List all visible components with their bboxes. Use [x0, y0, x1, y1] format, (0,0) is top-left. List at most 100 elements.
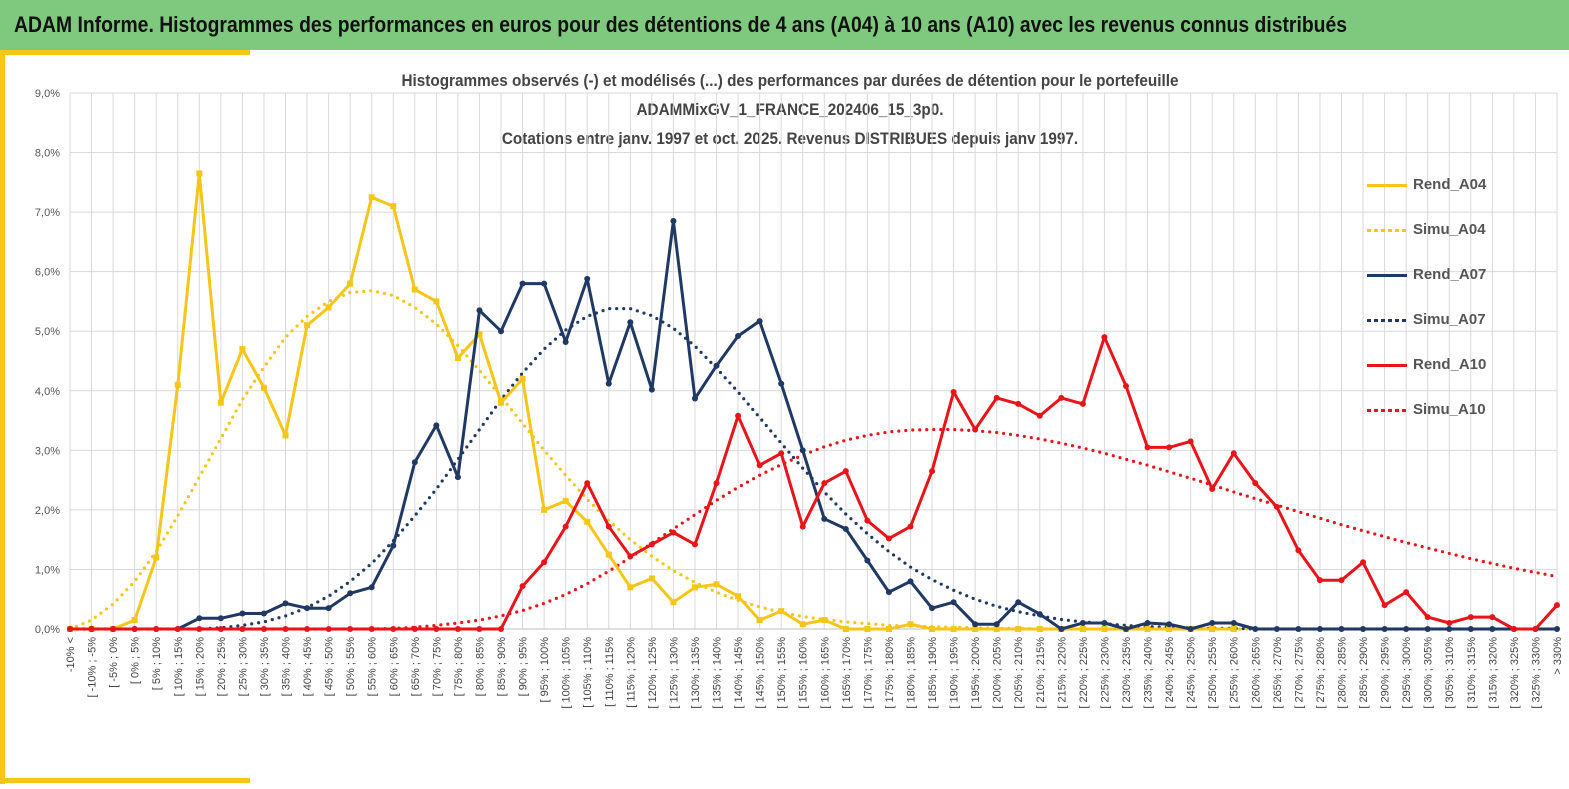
data-point-rend-a07: [605, 380, 612, 387]
data-point-rend-a10: [1360, 559, 1367, 566]
x-tick-label: [ 235% ; 240%: [1143, 637, 1155, 709]
x-tick-label: [ 20% ; 25%: [216, 637, 228, 697]
data-point-rend-a07: [1338, 626, 1345, 632]
data-point-rend-a10: [993, 394, 1000, 401]
x-tick-label: [ 200% ; 205%: [992, 637, 1004, 709]
data-point-rend-a07: [929, 605, 936, 612]
data-point-rend-a04: [454, 355, 461, 362]
x-tick-label: [ 15% ; 20%: [194, 637, 206, 697]
series-line-rend-a07: [70, 219, 1557, 631]
legend-swatch-rend-a10: [1367, 364, 1407, 367]
data-point-rend-a07: [196, 615, 203, 622]
data-point-rend-a10: [907, 523, 914, 530]
data-point-rend-a10: [325, 626, 332, 632]
data-point-rend-a04: [239, 346, 246, 353]
data-point-rend-a10: [454, 626, 461, 632]
data-point-rend-a10: [1381, 602, 1388, 609]
data-point-rend-a04: [1015, 626, 1022, 632]
data-point-rend-a10: [1467, 614, 1474, 621]
legend-swatch-rend-a04: [1367, 184, 1407, 187]
x-tick-label: [ 180% ; 185%: [905, 637, 917, 709]
legend-label: Rend_A10: [1413, 356, 1487, 373]
data-point-rend-a10: [1554, 602, 1560, 609]
data-point-rend-a10: [1144, 444, 1151, 451]
data-point-rend-a07: [778, 380, 785, 387]
x-tick-label: [ 170% ; 175%: [862, 637, 874, 709]
x-tick-label: [ 45% ; 50%: [324, 637, 336, 697]
x-tick-label: [ 70% ; 75%: [431, 637, 443, 697]
data-point-rend-a04: [1230, 626, 1237, 632]
x-tick-label: [ 35% ; 40%: [281, 637, 293, 697]
legend-item-rend-a04: Rend_A04: [1355, 170, 1525, 215]
data-point-rend-a04: [929, 626, 936, 632]
chart-title-line-1: Histogrammes observés (-) et modélisés (…: [401, 71, 1179, 90]
x-tick-label: [ 225% ; 230%: [1099, 637, 1111, 709]
x-tick-label: [ 290% ; 295%: [1380, 637, 1392, 709]
data-point-rend-a07: [1209, 620, 1216, 627]
data-point-rend-a07: [411, 459, 418, 466]
chart-title-line-3: Cotations entre janv. 1997 et oct. 2025.…: [501, 129, 1079, 148]
x-tick-label: [ 320% ; 325%: [1509, 637, 1521, 709]
data-point-rend-a10: [433, 626, 440, 632]
data-point-rend-a04: [476, 331, 483, 338]
x-tick-label: [ 145% ; 150%: [755, 637, 767, 709]
data-point-rend-a10: [476, 626, 483, 632]
data-point-rend-a04: [498, 399, 505, 406]
x-tick-label: [ 160% ; 165%: [819, 637, 831, 709]
data-point-rend-a04: [433, 298, 440, 305]
legend-label: Simu_A10: [1413, 401, 1486, 418]
data-point-rend-a07: [691, 395, 698, 402]
x-tick-label: [ 210% ; 215%: [1035, 637, 1047, 709]
data-point-rend-a04: [993, 626, 1000, 632]
x-tick-label: [ 280% ; 285%: [1336, 637, 1348, 709]
data-point-rend-a07: [670, 218, 677, 225]
legend-swatch-simu-a10: [1367, 409, 1407, 412]
data-point-rend-a07: [541, 280, 548, 287]
accent-bar-left: [0, 50, 5, 784]
x-tick-label: [ 175% ; 180%: [884, 637, 896, 709]
data-point-rend-a10: [648, 541, 655, 548]
data-point-rend-a10: [174, 626, 181, 632]
data-point-rend-a10: [584, 480, 591, 487]
data-point-rend-a07: [627, 319, 634, 326]
x-tick-label: [ 150% ; 155%: [776, 637, 788, 709]
data-point-rend-a04: [799, 621, 806, 628]
x-tick-label: [ -5% ; 0%: [108, 637, 120, 688]
data-point-rend-a04: [821, 617, 828, 624]
data-point-rend-a07: [1166, 621, 1173, 628]
data-point-rend-a07: [1230, 620, 1237, 627]
data-point-rend-a07: [1101, 620, 1108, 627]
data-point-rend-a07: [519, 280, 526, 287]
data-point-rend-a07: [1144, 620, 1151, 627]
data-point-rend-a10: [519, 583, 526, 590]
accent-bar-top: [0, 50, 250, 55]
data-point-rend-a10: [541, 559, 548, 566]
x-tick-label: [ 130% ; 135%: [690, 637, 702, 709]
data-point-rend-a07: [1403, 626, 1410, 632]
data-point-rend-a10: [713, 480, 720, 487]
data-point-rend-a07: [1554, 626, 1560, 632]
legend-item-simu-a10: Simu_A10: [1355, 395, 1525, 440]
data-point-rend-a04: [1166, 626, 1173, 632]
y-tick-label: 4,0%: [35, 386, 60, 398]
data-point-rend-a07: [864, 557, 871, 564]
data-point-rend-a07: [390, 542, 397, 549]
data-point-rend-a07: [282, 600, 289, 607]
data-point-rend-a10: [1209, 486, 1216, 493]
x-tick-label: [ 230% ; 235%: [1121, 637, 1133, 709]
x-tick-label: [ 215% ; 220%: [1056, 637, 1068, 709]
x-tick-label: [ 190% ; 195%: [949, 637, 961, 709]
data-point-rend-a10: [929, 468, 936, 475]
data-point-rend-a04: [691, 584, 698, 591]
x-tick-label: [ 240% ; 245%: [1164, 637, 1176, 709]
data-point-rend-a04: [584, 518, 591, 525]
data-point-rend-a07: [1446, 626, 1453, 632]
chart-title: Histogrammes observés (-) et modélisés (…: [300, 66, 1280, 153]
data-point-rend-a04: [217, 399, 224, 406]
data-point-rend-a10: [1446, 620, 1453, 627]
data-point-rend-a04: [260, 384, 267, 391]
data-point-rend-a10: [88, 626, 95, 632]
data-point-rend-a10: [239, 626, 246, 632]
x-tick-label: [ 295% ; 300%: [1401, 637, 1413, 709]
x-tick-label: [ 25% ; 30%: [237, 637, 249, 697]
